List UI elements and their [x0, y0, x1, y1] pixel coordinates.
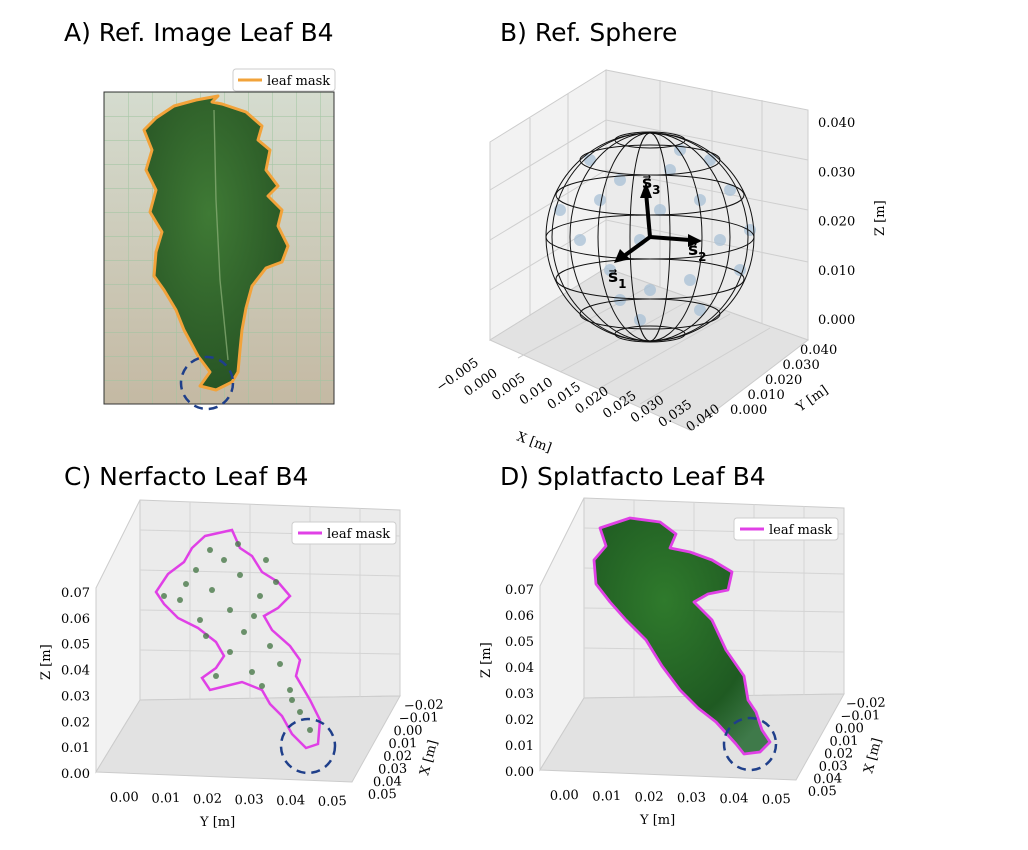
x-tick-label: 0.01: [829, 734, 858, 750]
leaf-midrib: [213, 109, 229, 361]
y-tick-label: 0.010: [748, 388, 785, 403]
y-tick-label: 0.000: [730, 403, 767, 418]
y-tick-label: 0.02: [634, 790, 663, 806]
z-tick-label: 0.010: [818, 264, 855, 279]
y-tick-label: 0.03: [677, 790, 706, 806]
panel-a-title: A) Ref. Image Leaf B4: [64, 18, 334, 47]
legend-box: [291, 521, 397, 545]
y-tick-label: 0.040: [800, 343, 837, 358]
panel-c: leaf mask 0.000.010.020.030.040.050.060.…: [39, 499, 444, 830]
leaf-photo: [142, 94, 290, 392]
panel-b: s⃗3 s⃗2 s⃗1 −0.0050.0000.0050.0100.0150.…: [434, 69, 888, 456]
z-tick-label: 0.02: [61, 715, 90, 730]
panel-c-y-ticks: 0.00 0.01 0.02 0.03 0.04 0.05: [110, 790, 347, 810]
z-tick-label: 0.07: [505, 583, 534, 598]
z-tick-label: 0.07: [61, 586, 90, 601]
x-tick-label: 0.04: [813, 771, 842, 787]
z-tick-label: 0.06: [61, 612, 90, 627]
x-tick-label: 0.04: [373, 774, 402, 790]
z-tick-label: 0.04: [61, 664, 90, 679]
floor-pane: [539, 693, 845, 781]
panel-d: leaf mask 0.000.010.020.030.040.050.060.…: [479, 497, 886, 828]
x-tick-label: 0.00: [835, 721, 864, 737]
z-tick-label: 0.03: [505, 687, 534, 702]
panel-b-x-label: X [m]: [515, 430, 554, 456]
y-tick-label: 0.04: [719, 791, 748, 807]
panel-a: leaf mask: [103, 68, 336, 411]
legend-box: [232, 68, 336, 92]
panel-c-x-label: X [m]: [417, 739, 441, 778]
point-cloud: [161, 541, 313, 733]
z-tick-label: 0.03: [61, 689, 90, 704]
z-tick-label: 0.020: [818, 215, 855, 230]
panel-b-z-ticks: 0.000 0.010 0.020 0.030 0.040: [818, 116, 855, 328]
tip-highlight-circle: [179, 355, 235, 411]
photo-frame: [103, 91, 335, 405]
y-tick-label: 0.04: [276, 793, 305, 809]
x-tick-label: −0.02: [404, 698, 444, 714]
legend-box: [733, 517, 839, 541]
panel-b-z-label: Z [m]: [873, 200, 888, 236]
panel-d-x-ticks: −0.02−0.010.000.010.020.030.040.05: [808, 696, 886, 800]
leaf-mask-outline: [154, 528, 322, 750]
y-tick-label: 0.05: [762, 792, 791, 808]
z-tick-label: 0.000: [818, 313, 855, 328]
legend-text: leaf mask: [769, 523, 832, 538]
tip-highlight-circle: [722, 716, 778, 772]
y-tick-label: 0.03: [234, 792, 263, 808]
splat-leaf: [592, 516, 772, 756]
panel-d-y-label: Y [m]: [639, 813, 675, 828]
panel-d-title: D) Splatfacto Leaf B4: [500, 462, 766, 491]
panel-c-y-label: Y [m]: [199, 815, 235, 830]
z-tick-label: 0.05: [505, 635, 534, 650]
z-tick-label: 0.05: [61, 638, 90, 653]
legend-text: leaf mask: [267, 74, 330, 89]
panel-c-z-label: Z [m]: [39, 644, 54, 680]
panel-d-z-label: Z [m]: [479, 642, 494, 678]
panel-c-z-ticks: 0.00 0.01 0.02 0.03 0.04 0.05 0.06 0.07: [61, 586, 90, 782]
y-tick-label: 0.00: [110, 790, 139, 806]
x-tick-label: 0.02: [383, 749, 412, 765]
z-tick-label: 0.06: [505, 609, 534, 624]
y-tick-label: 0.01: [151, 791, 180, 807]
z-tick-label: 0.040: [818, 116, 855, 131]
x-tick-label: 0.00: [393, 723, 422, 739]
z-tick-label: 0.01: [505, 739, 534, 754]
x-tick-label: 0.03: [378, 762, 407, 778]
y-tick-label: 0.01: [592, 789, 621, 805]
x-tick-label: 0.01: [388, 736, 417, 752]
panel-d-y-ticks: 0.00 0.01 0.02 0.03 0.04 0.05: [550, 788, 791, 808]
panel-b-title: B) Ref. Sphere: [500, 18, 678, 47]
panel-c-x-ticks: −0.02−0.010.000.010.020.030.040.05: [368, 698, 444, 803]
z-tick-label: 0.04: [505, 661, 534, 676]
legend-text: leaf mask: [327, 527, 390, 542]
tip-highlight-circle: [279, 717, 337, 775]
x-tick-label: 0.05: [808, 784, 837, 800]
z-tick-label: 0.030: [818, 165, 855, 180]
z-tick-label: 0.00: [505, 765, 534, 780]
x-tick-label: −0.01: [840, 708, 880, 724]
x-tick-label: −0.02: [846, 696, 886, 712]
floor-pane: [95, 695, 401, 783]
x-tick-label: 0.02: [824, 746, 853, 762]
y-tick-label: 0.030: [783, 358, 820, 373]
panel-d-z-ticks: 0.00 0.01 0.02 0.03 0.04 0.05 0.06 0.07: [505, 583, 534, 780]
y-tick-label: 0.02: [193, 792, 222, 808]
x-tick-label: 0.03: [819, 759, 848, 775]
panel-d-x-label: X [m]: [861, 737, 885, 776]
y-tick-label: 0.05: [318, 794, 347, 810]
z-tick-label: 0.00: [61, 767, 90, 782]
x-tick-label: 0.05: [368, 787, 397, 803]
z-tick-label: 0.02: [505, 713, 534, 728]
panel-c-title: C) Nerfacto Leaf B4: [64, 462, 309, 491]
z-tick-label: 0.01: [61, 741, 90, 756]
x-tick-label: −0.01: [399, 710, 439, 726]
y-tick-label: 0.020: [765, 373, 802, 388]
y-tick-label: 0.00: [550, 788, 579, 804]
